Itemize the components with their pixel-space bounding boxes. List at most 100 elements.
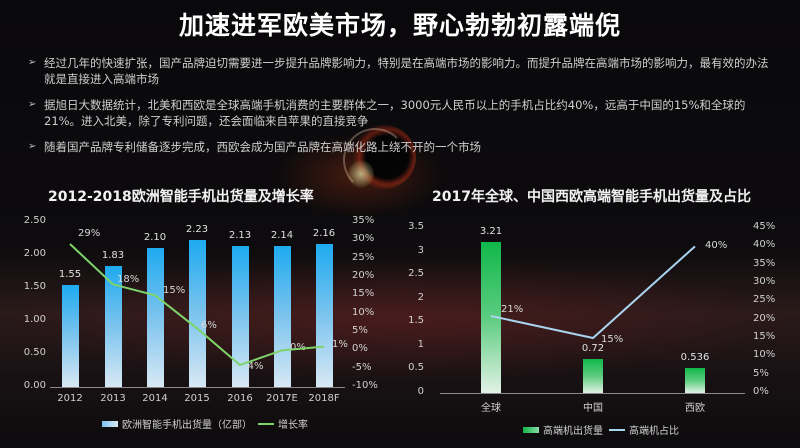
y-right-tick: 10% [753,349,776,361]
bar-value-label: 0.72 [581,343,605,355]
x-tick-label: 2016 [227,393,253,404]
y-left-tick: 1.5 [408,315,424,327]
y-right-tick: 15% [753,331,776,342]
x-tick-label: 西欧 [685,403,705,414]
legend-label: 高端机占比 [629,426,679,437]
legend-line-swatch-icon [609,428,625,431]
line-value-label: 0% [290,342,306,354]
y-right-tick: 40% [753,239,776,251]
bullet-text: 随着国产品牌专利储备逐步完成，西欧会成为国产品牌在高端化路上绕不开的一个市场 [44,140,481,154]
y-right-tick: 0% [352,343,368,355]
x-axis-line [50,387,345,388]
legend-label: 增长率 [278,420,308,431]
y-right-tick: 25% [352,251,375,263]
bullet-text: 经过几年的快速扩张，国产品牌迫切需要进一步提升品牌影响力，特别是在高端市场的影响… [44,56,769,86]
chart-legend: 欧洲智能手机出货量（亿部） 增长率 [102,416,308,431]
y-left-tick: 0.5 [408,362,424,374]
line-value-label: 29% [78,228,101,239]
bar [231,246,249,387]
y-left-tick: 2.00 [23,248,46,259]
y-left-tick: 2.5 [408,268,424,280]
line-value-label: 18% [117,274,140,286]
y-right-tick: -10% [352,380,378,391]
y-right-tick: 5% [753,367,769,379]
bar [146,248,164,387]
bullet-item: ➢ 经过几年的快速扩张，国产品牌迫切需要进一步提升品牌影响力，特别是在高端市场的… [28,55,778,87]
y-right-tick: 25% [753,294,776,306]
legend-label: 欧洲智能手机出货量（亿部） [122,420,252,431]
bar-value-label: 3.21 [479,225,503,237]
bar-value-label: 2.14 [270,229,294,241]
x-tick-label: 2012 [57,393,83,404]
y-right-tick: 30% [352,233,375,245]
x-tick-label: 2013 [100,393,126,404]
bar-value-label: 2.10 [143,232,167,244]
bar [583,359,603,393]
bar [188,239,206,387]
line-value-label: -4% [244,361,264,372]
y-left-tick: 1.50 [23,281,46,292]
legend-line-swatch-icon [258,422,274,425]
eclipse-ring-decoration [343,128,407,192]
x-tick-label: 2015 [184,393,210,404]
bar-value-label: 1.55 [58,268,82,280]
bar [61,284,79,387]
y-left-tick: 0.50 [23,347,46,358]
chart-legend: 高端机出货量 高端机占比 [523,422,679,437]
bar-value-label: 2.13 [228,230,252,242]
page-title: 加速进军欧美市场，野心勃勃初露端倪 [178,11,621,40]
y-left-tick: 3 [417,244,424,256]
y-right-tick: 5% [352,325,368,336]
y-right-tick: -5% [352,361,372,373]
bullet-item: ➢ 随着国产品牌专利储备逐步完成，西欧会成为国产品牌在高端化路上绕不开的一个市场 [28,139,778,155]
bar-value-label: 1.83 [101,250,125,262]
y-right-tick: 35% [753,257,776,269]
bar-value-label: 2.16 [312,228,336,240]
y-left-tick: 1.00 [23,314,46,325]
bullet-text: 据旭日大数据统计，北美和西欧是全球高端手机消费的主要群体之一，3000元人民币以… [44,98,746,128]
x-tick-label: 2018F [308,393,340,404]
bullet-list: ➢ 经过几年的快速扩张，国产品牌迫切需要进一步提升品牌影响力，特别是在高端市场的… [28,55,778,165]
y-right-tick: 45% [753,221,776,232]
bar-value-label: 2.23 [185,223,209,235]
arrow-bullet-icon: ➢ [28,99,37,110]
x-axis-line [440,393,745,394]
y-left-tick: 3.5 [408,221,424,232]
line-value-label: 1% [332,338,348,350]
bar-value-label: 0.536 [680,351,710,363]
y-left-tick: 2.50 [23,215,46,226]
x-tick-label: 2014 [142,393,168,404]
legend-bar-swatch-icon [523,426,539,433]
line-value-label: 21% [501,304,524,315]
bar [685,367,705,393]
bar [104,266,122,387]
y-right-tick: 20% [753,312,776,324]
line-value-label: 40% [705,240,728,252]
x-tick-label: 2017E [266,393,298,404]
bar [315,244,333,387]
y-left-tick: 1 [417,338,424,350]
y-right-tick: 10% [352,306,375,318]
y-right-tick: 35% [352,215,375,226]
chart-title: 2012-2018欧洲智能手机出货量及增长率 [48,189,314,205]
light-flare-decoration [348,160,374,188]
y-left-tick: 0.00 [23,380,46,391]
line-value-label: 15% [163,285,186,297]
x-tick-label: 全球 [481,403,501,414]
line-value-label: 6% [201,320,217,332]
bullet-item: ➢ 据旭日大数据统计，北美和西欧是全球高端手机消费的主要群体之一，3000元人民… [28,97,778,129]
y-left-tick: 2 [417,291,424,303]
y-left-tick: 0 [417,386,424,397]
y-right-tick: 30% [753,276,776,287]
arrow-bullet-icon: ➢ [28,57,37,68]
chart-title: 2017年全球、中国西欧高端智能手机出货量及占比 [432,189,751,205]
y-right-tick: 0% [753,386,769,397]
arrow-bullet-icon: ➢ [28,141,37,152]
x-tick-label: 中国 [583,403,603,414]
legend-bar-swatch-icon [102,420,118,427]
legend-label: 高端机出货量 [543,426,603,437]
bar [481,241,501,393]
